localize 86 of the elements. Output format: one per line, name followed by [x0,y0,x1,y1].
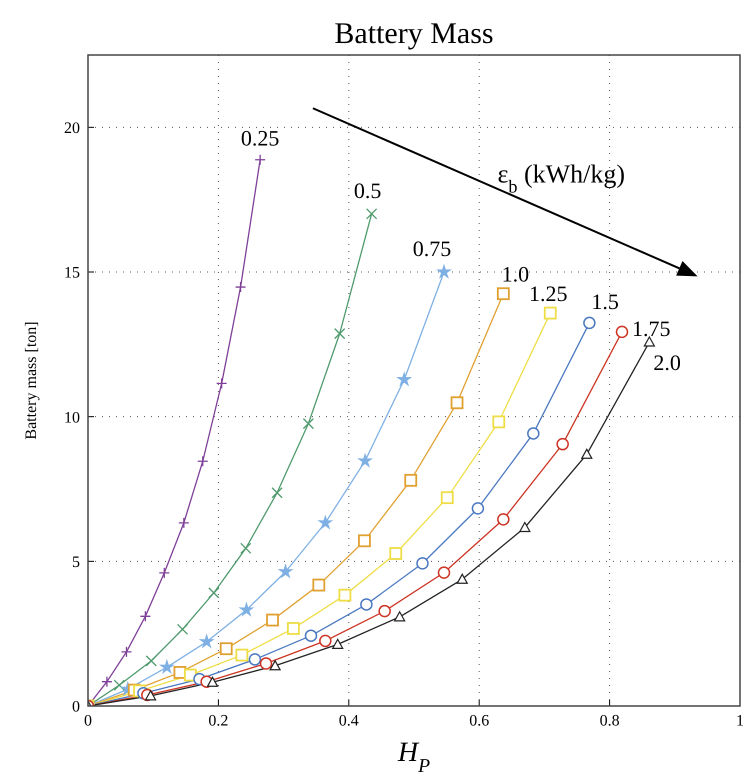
y-axis-title: Battery mass [ton] [23,321,40,440]
point [266,614,279,626]
point [304,629,318,642]
y-tick-label: 10 [64,409,80,426]
point [583,316,596,330]
annotation: ε$_{b}$ (kWh/kg) [497,159,626,196]
series-label: 1.25 [529,281,568,306]
point [140,610,152,622]
point [358,534,371,548]
point [146,655,157,667]
x-tick-label: 0.2 [208,712,228,730]
point [616,326,628,338]
series-label: 2.0 [653,350,681,376]
point [234,281,246,293]
x-tick-label: 0.4 [338,712,359,730]
y-tick-label: 20 [64,120,80,138]
point [544,306,557,320]
x-tick-label: 1 [736,712,744,730]
point [160,660,174,674]
y-tick-label: 5 [72,554,80,572]
point [416,557,429,570]
point [240,602,254,616]
point [378,604,391,618]
point [438,566,450,579]
point [240,542,252,554]
point [206,676,218,687]
point [176,624,188,635]
series-label: 0.25 [240,126,280,151]
series-label: 0.75 [412,236,452,261]
point [248,653,262,666]
point [318,516,332,529]
point [456,574,468,584]
point [389,547,402,560]
point [338,588,352,602]
point [440,491,454,504]
point [144,690,156,700]
point [158,567,170,579]
point [197,456,208,467]
point [235,648,248,662]
point [278,564,292,578]
point [394,611,406,622]
series-label: 0.5 [354,178,382,203]
y-tick-label: 15 [64,264,80,282]
chart-title: Battery Mass [334,17,494,50]
point [358,454,372,467]
point [101,676,113,688]
series-label: 1.5 [591,288,619,314]
point [334,328,346,340]
x-tick-label: 0.8 [600,712,620,730]
point [208,587,220,599]
point [437,264,451,278]
point [644,336,655,347]
point [270,660,281,670]
point [450,396,464,410]
point [519,522,530,532]
point [472,502,484,515]
point [254,154,266,166]
point [216,378,228,390]
point [404,474,418,487]
x-tick-label: 0.6 [469,712,490,730]
point [581,448,592,459]
point [286,622,300,635]
point [319,634,332,648]
series-label: 1.75 [632,316,670,341]
point [120,646,132,658]
point [397,372,411,386]
point [200,634,214,648]
point [527,427,540,440]
point [271,487,283,498]
point [220,642,233,656]
x-axis-title: H$_{P}$ [396,737,430,776]
x-tick-label: 0 [84,712,92,730]
point [178,517,190,528]
point [556,438,569,450]
point [302,418,314,430]
point [360,598,373,611]
point [114,680,125,691]
point [312,578,326,592]
point [260,657,272,670]
point [366,208,378,220]
point [496,287,510,300]
y-tick-label: 0 [72,698,80,716]
point [497,513,510,526]
series-label: 1.0 [502,262,530,287]
point [332,638,344,649]
point [492,415,506,428]
